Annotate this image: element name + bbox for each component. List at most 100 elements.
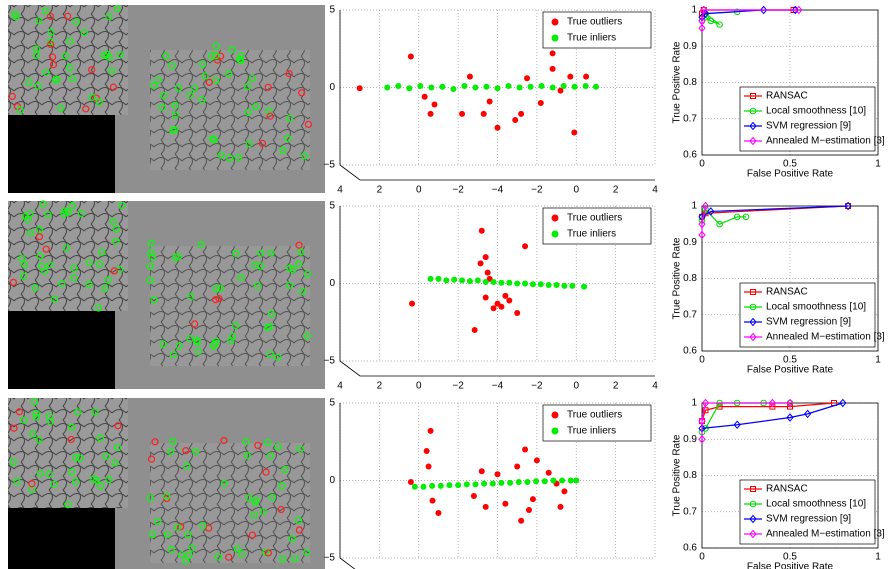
point: [443, 277, 450, 284]
feature-marker: [207, 52, 216, 60]
feature-marker: [295, 260, 303, 268]
feature-marker: [85, 280, 93, 289]
feature-marker: [220, 436, 228, 445]
feature-marker: [217, 151, 225, 159]
legend-marker: [551, 427, 559, 435]
feature-marker: [242, 437, 250, 446]
feature-marker: [264, 83, 272, 91]
legend-marker: [749, 121, 757, 131]
legend-box: [739, 479, 876, 545]
feature-marker: [257, 249, 265, 257]
feature-marker: [48, 53, 57, 61]
line: [701, 402, 790, 440]
feature-marker: [49, 61, 58, 69]
feature-marker: [104, 276, 112, 284]
feature-marker: [50, 480, 58, 488]
feature-marker: [234, 153, 243, 162]
feature-marker: [251, 261, 259, 269]
point: [545, 282, 552, 289]
feature-marker: [210, 340, 219, 348]
feature-marker: [19, 272, 28, 280]
legend-marker: [749, 303, 757, 311]
point: [411, 483, 418, 490]
feature-marker: [74, 408, 82, 416]
feature-marker: [274, 442, 282, 451]
feature-marker: [212, 52, 220, 60]
feature-marker: [267, 249, 275, 257]
feature-marker: [42, 245, 50, 253]
feature-marker: [264, 549, 272, 557]
point: [409, 300, 416, 307]
feature-marker: [186, 91, 194, 99]
feature-marker: [108, 67, 116, 75]
feature-marker: [252, 496, 260, 505]
feature-marker: [16, 106, 24, 114]
y-tick-label: −5: [324, 553, 336, 564]
feature-marker: [285, 281, 294, 289]
y-tick-label: 0: [329, 278, 335, 289]
line: [701, 402, 835, 422]
legend-marker: [551, 230, 559, 238]
legend-label: True inliers: [567, 426, 616, 437]
feature-marker: [32, 45, 41, 53]
y-tick-label: 0.9: [683, 434, 697, 445]
feature-marker: [9, 278, 18, 286]
point: [553, 282, 560, 289]
x-tick-label: 1: [875, 355, 881, 366]
legend-label: True inliers: [567, 229, 616, 240]
x-tick-label: 4: [337, 381, 343, 392]
marker: [701, 201, 710, 211]
feature-marker: [281, 465, 289, 474]
point: [427, 427, 434, 434]
feature-marker: [71, 478, 80, 486]
feature-marker: [111, 459, 119, 467]
y-tick-label: 5: [329, 201, 335, 212]
feature-marker: [158, 103, 166, 111]
point: [522, 446, 529, 453]
feature-marker: [96, 482, 105, 490]
legend-marker: [749, 529, 757, 539]
feature-marker: [148, 253, 156, 261]
y-tick-label: 0.8: [683, 273, 697, 284]
axis-frame: [339, 10, 655, 181]
marker: [698, 230, 706, 240]
point: [423, 448, 430, 455]
feature-marker: [77, 210, 85, 218]
point: [435, 275, 442, 282]
legend-marker: [551, 18, 559, 26]
axis-frame: [339, 206, 655, 377]
feature-marker: [44, 211, 52, 219]
feature-marker: [266, 350, 274, 358]
legend-marker: [749, 514, 757, 524]
legend-box: [542, 11, 652, 49]
feature-marker: [228, 45, 236, 53]
point: [486, 98, 493, 105]
point: [490, 278, 497, 285]
feature-marker: [76, 454, 84, 462]
x-tick-label: −4: [492, 381, 504, 392]
point: [482, 503, 489, 510]
point: [529, 281, 536, 288]
feature-marker: [21, 261, 29, 269]
point: [567, 73, 574, 80]
point: [461, 82, 468, 89]
feature-marker: [160, 91, 168, 100]
feature-marker: [284, 134, 292, 143]
feature-marker: [82, 105, 90, 113]
feature-marker: [278, 482, 286, 490]
feature-marker: [212, 285, 220, 293]
feature-marker: [51, 76, 59, 84]
marker: [700, 5, 708, 15]
point: [482, 278, 489, 285]
y-axis-label: True Positive Rate: [672, 237, 683, 319]
feature-marker: [72, 18, 80, 26]
feature-marker: [213, 56, 222, 64]
feature-marker: [153, 517, 162, 526]
feature-marker: [41, 267, 49, 275]
feature-marker: [215, 294, 223, 303]
point: [471, 327, 478, 333]
feature-marker: [226, 154, 234, 162]
feature-marker: [209, 135, 217, 143]
point: [512, 117, 519, 124]
